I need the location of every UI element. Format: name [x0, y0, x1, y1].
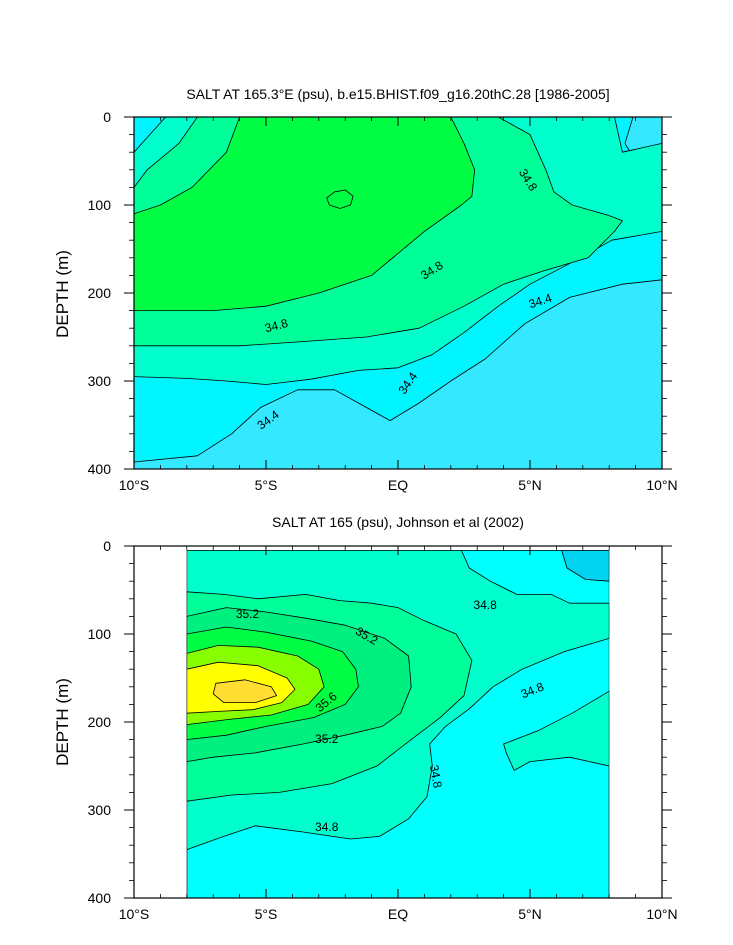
y-tick-label: 100	[88, 626, 112, 642]
y-tick-label: 0	[103, 538, 111, 554]
contour-fills	[134, 117, 662, 469]
contour-region-34-4	[561, 550, 610, 582]
axis-ticks	[124, 116, 672, 470]
tick-labels: 10°S 5°S EQ 5°N 10°N 0 100 200 300 400	[88, 109, 678, 493]
x-tick-label: 5°S	[255, 477, 278, 493]
x-tick-label: 10°S	[119, 906, 150, 922]
panel-observed: SALT AT 165 (psu), Johnson et al (2002) …	[53, 514, 678, 922]
y-tick-label: 400	[88, 890, 112, 906]
y-tick-label: 200	[88, 285, 112, 301]
contour-fills	[186, 550, 610, 898]
x-tick-label: 5°N	[518, 477, 542, 493]
contour-region-36	[212, 679, 278, 703]
tick-labels: 10°S 5°S EQ 5°N 10°N 0 100 200 300 400	[88, 538, 678, 922]
panel-model: SALT AT 165.3°E (psu), b.e15.BHIST.f09_g…	[53, 86, 678, 493]
panel-title-model: SALT AT 165.3°E (psu), b.e15.BHIST.f09_g…	[186, 86, 609, 102]
x-tick-label: 5°N	[518, 906, 542, 922]
contour-label: 34.8	[473, 598, 497, 612]
y-tick-label: 300	[88, 802, 112, 818]
y-tick-label: 300	[88, 373, 112, 389]
contour-label: 34.8	[263, 316, 289, 335]
x-tick-label: EQ	[388, 477, 408, 493]
y-tick-label: 0	[103, 109, 111, 125]
contour-region-35-2	[134, 117, 476, 312]
y-tick-label: 200	[88, 714, 112, 730]
axis-ticks	[124, 545, 672, 899]
x-tick-label: 10°N	[646, 477, 677, 493]
contour-region-35-4	[326, 189, 354, 209]
contour-label: 34.8	[427, 764, 445, 790]
contour-label: 35.2	[315, 732, 339, 746]
y-tick-label: 100	[88, 197, 112, 213]
contour-label: 34.4	[527, 291, 554, 312]
y-axis-title-model: DEPTH (m)	[53, 250, 72, 338]
contour-label: 34.8	[315, 820, 339, 834]
contour-label: 35.2	[236, 607, 260, 621]
y-axis-title-observed: DEPTH (m)	[53, 678, 72, 766]
x-tick-label: 10°S	[119, 477, 150, 493]
panel-title-observed: SALT AT 165 (psu), Johnson et al (2002)	[272, 514, 524, 530]
x-tick-label: 5°S	[255, 906, 278, 922]
x-tick-label: EQ	[388, 906, 408, 922]
x-tick-label: 10°N	[646, 906, 677, 922]
y-tick-label: 400	[88, 461, 112, 477]
